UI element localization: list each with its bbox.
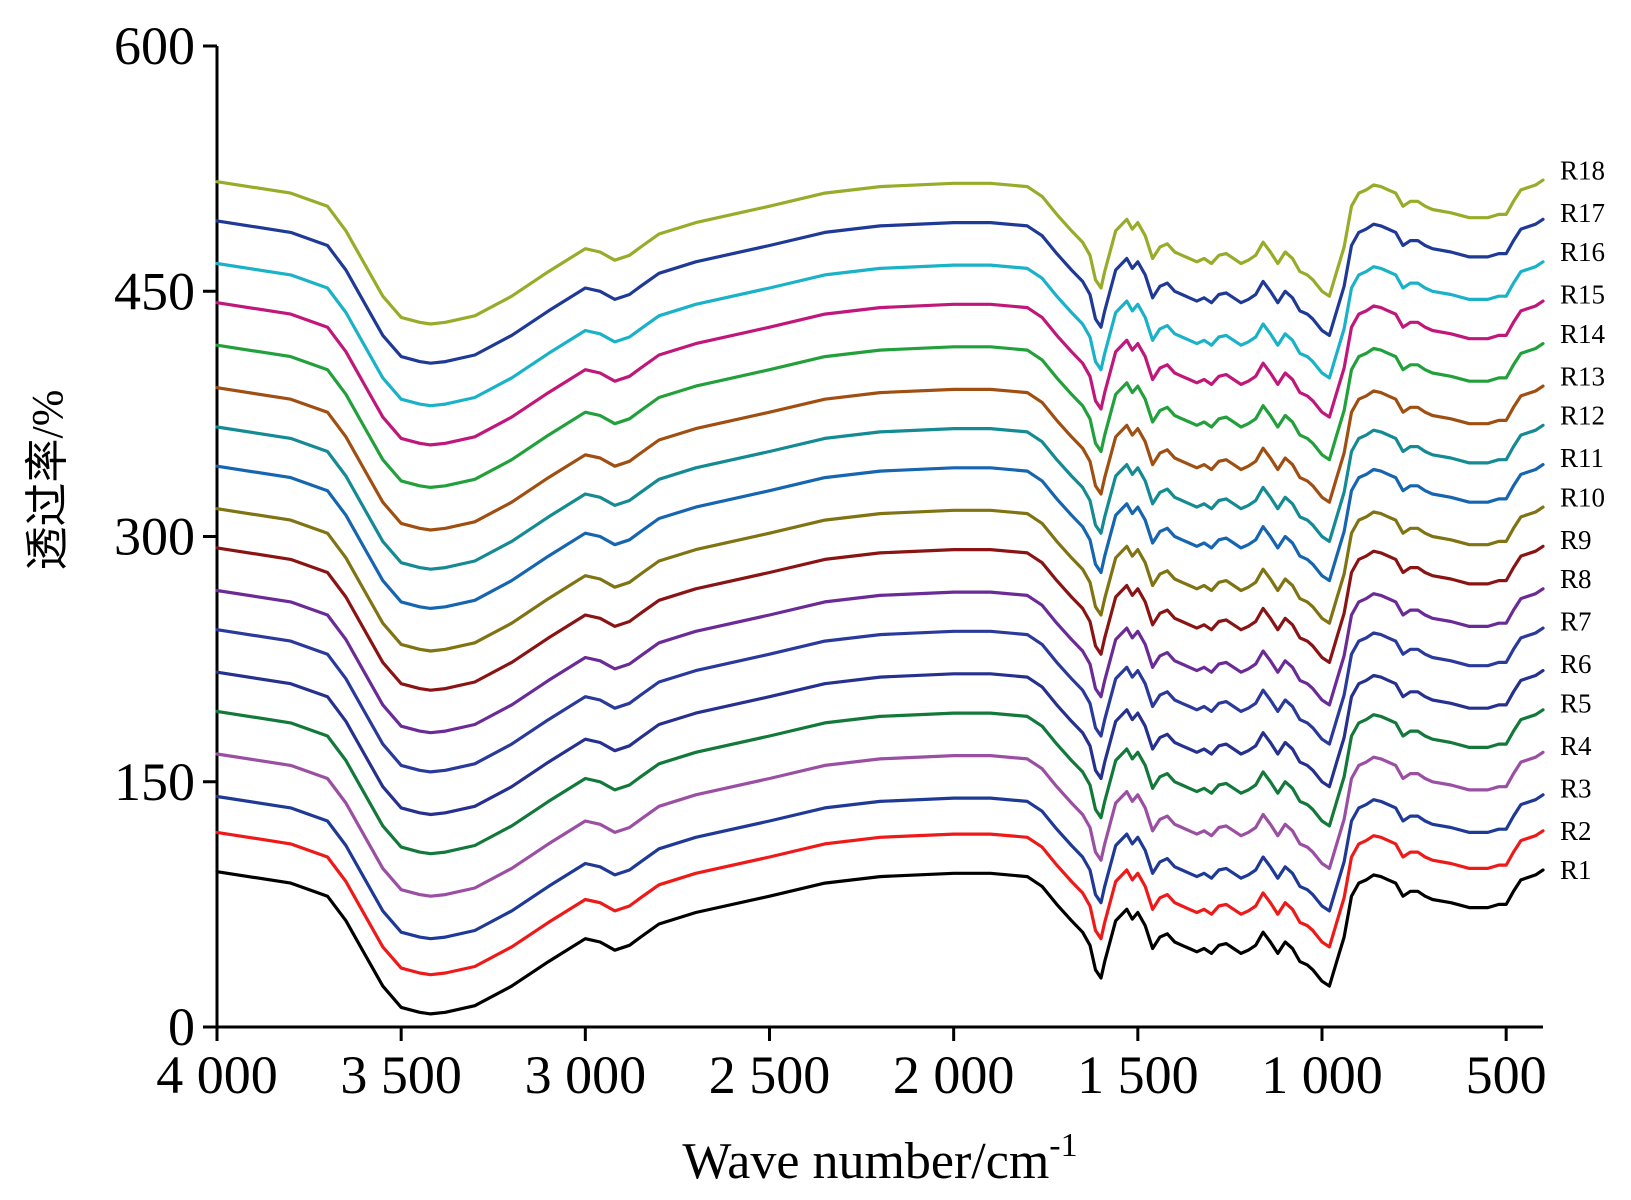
x-tick-label: 1 000 <box>1261 1045 1383 1105</box>
series-line-r11 <box>215 463 1545 610</box>
series-line-r13 <box>215 384 1545 532</box>
series-label-r8: R8 <box>1560 564 1592 594</box>
series-line-r4 <box>215 750 1545 898</box>
series-labels: R1 R2 R3 R4 R5 R6 R7 R8 R9 R10 R11 R12 R13 R14 R15 R16 R… <box>1560 155 1606 885</box>
y-tick-label: 450 <box>114 261 195 321</box>
x-tick-label: 4 000 <box>156 1045 278 1105</box>
series-group <box>215 178 1545 1016</box>
series-label-r9: R9 <box>1560 525 1592 555</box>
x-tick-label: 3 500 <box>340 1045 462 1105</box>
series-line-r12 <box>215 423 1545 571</box>
series-label-r13: R13 <box>1560 361 1605 391</box>
series-label-r2: R2 <box>1560 816 1592 846</box>
series-label-r7: R7 <box>1560 607 1592 637</box>
series-label-r17: R17 <box>1560 198 1605 228</box>
series-label-r5: R5 <box>1560 688 1592 718</box>
series-line-r2 <box>215 829 1545 977</box>
series-label-r16: R16 <box>1560 237 1605 267</box>
x-axis-title: Wave number/cm-1 <box>682 1127 1077 1190</box>
axes: 0 150 300 450 600 4 000 3 500 3 000 2 500 2 000 1 … <box>114 16 1547 1105</box>
x-tick-label: 3 000 <box>525 1045 647 1105</box>
y-tick-label: 0 <box>168 997 195 1057</box>
x-tick-label: 2 000 <box>893 1045 1015 1105</box>
series-label-r14: R14 <box>1560 319 1606 349</box>
series-label-r10: R10 <box>1560 482 1605 512</box>
y-tick-label: 600 <box>114 16 195 76</box>
series-line-r6 <box>215 669 1545 817</box>
series-line-r18 <box>215 178 1545 326</box>
series-line-r14 <box>215 342 1545 489</box>
series-line-r1 <box>215 868 1545 1016</box>
x-tick-label: 500 <box>1466 1045 1547 1105</box>
series-label-r4: R4 <box>1560 731 1592 761</box>
series-label-r12: R12 <box>1560 401 1605 431</box>
series-line-r17 <box>215 217 1545 365</box>
x-tick-label: 1 500 <box>1077 1045 1199 1105</box>
series-label-r15: R15 <box>1560 280 1605 310</box>
series-line-r8 <box>215 587 1545 735</box>
series-line-r10 <box>215 505 1545 653</box>
series-label-r11: R11 <box>1560 443 1604 473</box>
series-label-r3: R3 <box>1560 773 1592 803</box>
series-label-r6: R6 <box>1560 649 1592 679</box>
series-line-r16 <box>215 260 1545 408</box>
series-line-r15 <box>215 299 1545 447</box>
series-label-r18: R18 <box>1560 155 1605 185</box>
y-axis-title: 透过率/% <box>23 390 72 571</box>
series-line-r5 <box>215 708 1545 856</box>
series-line-r7 <box>215 626 1545 774</box>
x-tick-label: 2 500 <box>709 1045 831 1105</box>
series-line-r9 <box>215 544 1545 692</box>
y-tick-label: 300 <box>114 507 195 567</box>
series-line-r3 <box>215 793 1545 941</box>
x-axis-title-superscript: -1 <box>1049 1127 1077 1164</box>
y-tick-label: 150 <box>114 752 195 812</box>
series-label-r1: R1 <box>1560 855 1592 885</box>
x-axis-title-text: Wave number/cm <box>682 1133 1049 1190</box>
